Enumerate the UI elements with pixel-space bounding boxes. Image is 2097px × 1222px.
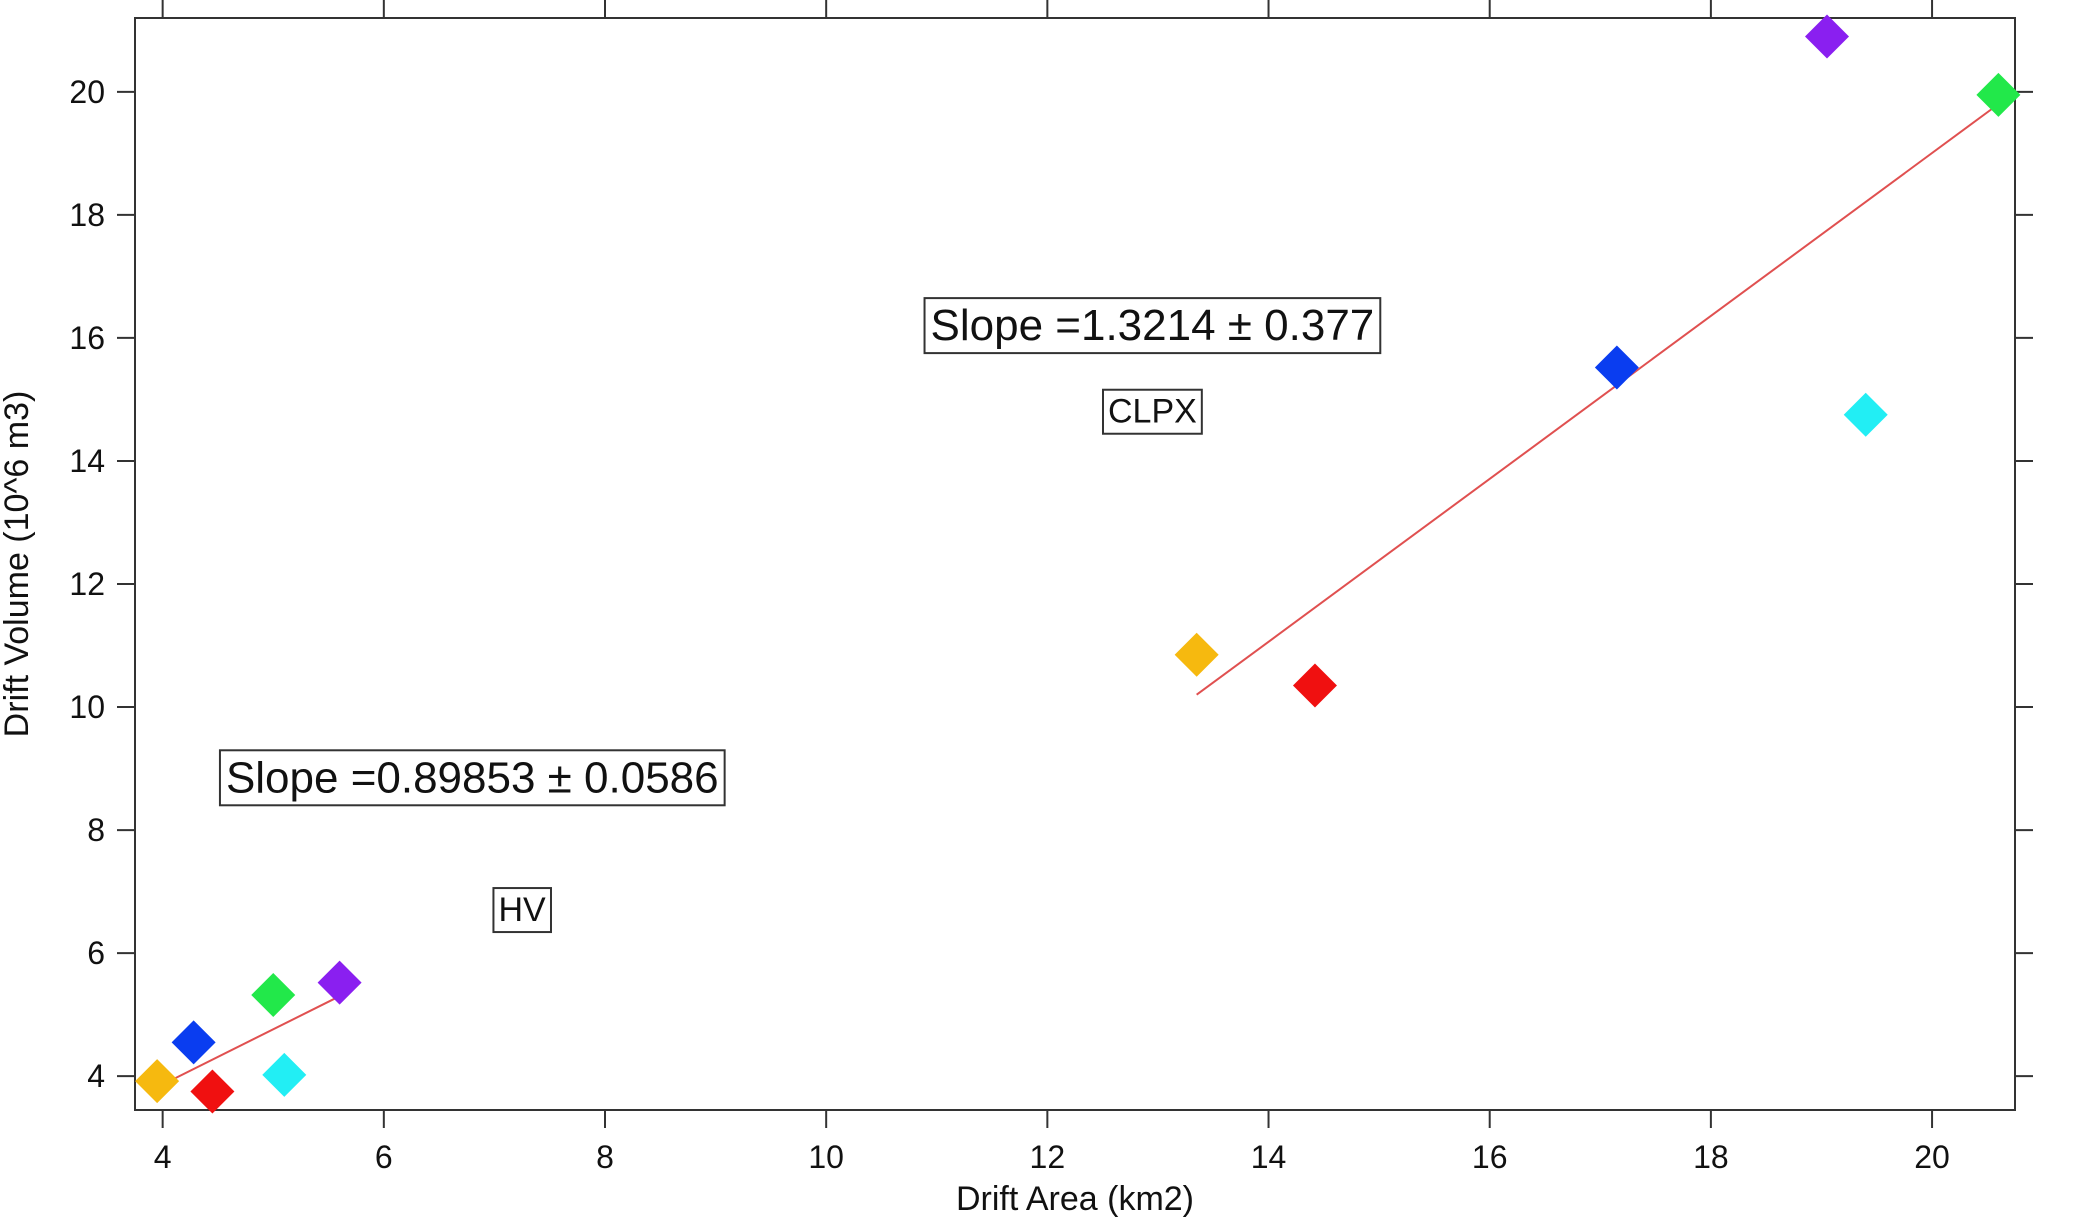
annotation-box: Slope =1.3214 ± 0.377	[923, 297, 1382, 355]
y-tick-label: 12	[69, 566, 105, 602]
y-tick-label: 6	[87, 935, 105, 971]
y-tick-label: 16	[69, 320, 105, 356]
y-tick-label: 14	[69, 443, 105, 479]
annotation-frame	[218, 749, 726, 807]
annotation-text: HV	[498, 891, 546, 929]
data-point-clpx	[1843, 392, 1888, 437]
annotation-frame	[923, 297, 1382, 355]
x-tick-label: 14	[1251, 1139, 1287, 1175]
data-point-clpx	[1174, 632, 1219, 677]
data-point-hv	[317, 960, 362, 1005]
annotation-frame	[1101, 388, 1203, 435]
fit-lines	[156, 103, 2000, 1089]
x-tick-label: 10	[808, 1139, 844, 1175]
data-point-clpx	[1594, 345, 1639, 390]
annotation-text: CLPX	[1108, 393, 1197, 431]
y-tick-label: 8	[87, 812, 105, 848]
annotation-frame	[492, 887, 552, 934]
y-tick-label: 18	[69, 197, 105, 233]
fit-line-clpx	[1196, 103, 2000, 696]
annotation-text: Slope =1.3214 ± 0.377	[931, 301, 1375, 350]
annotation-text: Slope =0.89853 ± 0.0586	[226, 753, 719, 802]
x-tick-label: 12	[1030, 1139, 1066, 1175]
y-tick-label: 20	[69, 74, 105, 110]
x-tick-label: 16	[1472, 1139, 1508, 1175]
annotations: Slope =1.3214 ± 0.377 CLPX Slope =0.89853 …	[218, 297, 1382, 934]
data-point-hv	[251, 972, 296, 1017]
annotation-box: HV	[492, 887, 552, 934]
y-tick-label: 10	[69, 689, 105, 725]
data-point-clpx	[1976, 72, 2021, 117]
y-axis-label: Drift Volume (10^6 m3)	[0, 391, 36, 738]
axis-ticks: 4 6 8 10 12 14 16 18 20 4 6 8 10 12 14 16 18 20	[69, 0, 2033, 1175]
data-point-hv	[190, 1069, 235, 1114]
data-points	[135, 14, 2021, 1114]
data-point-clpx	[1292, 663, 1337, 708]
x-tick-label: 20	[1914, 1139, 1950, 1175]
data-point-clpx	[1805, 14, 1849, 59]
x-tick-label: 6	[375, 1139, 393, 1175]
x-axis-label: Drift Area (km2)	[956, 1180, 1194, 1218]
fit-line-hv	[156, 995, 341, 1089]
data-point-hv	[262, 1052, 307, 1097]
data-point-hv	[135, 1059, 180, 1104]
x-tick-label: 4	[154, 1139, 172, 1175]
annotation-box: CLPX	[1101, 388, 1203, 435]
plot-frame	[134, 17, 2016, 1111]
x-tick-label: 8	[596, 1139, 614, 1175]
y-tick-label: 4	[87, 1058, 105, 1094]
x-tick-label: 18	[1693, 1139, 1729, 1175]
annotation-box: Slope =0.89853 ± 0.0586	[218, 749, 726, 807]
data-point-hv	[171, 1020, 216, 1065]
